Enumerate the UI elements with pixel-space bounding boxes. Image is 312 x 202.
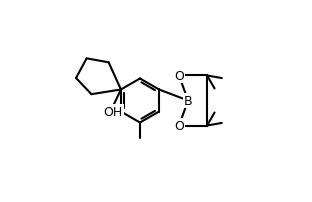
Text: OH: OH: [103, 105, 123, 118]
Text: B: B: [184, 95, 193, 107]
Text: O: O: [174, 70, 184, 83]
Text: O: O: [174, 119, 184, 132]
